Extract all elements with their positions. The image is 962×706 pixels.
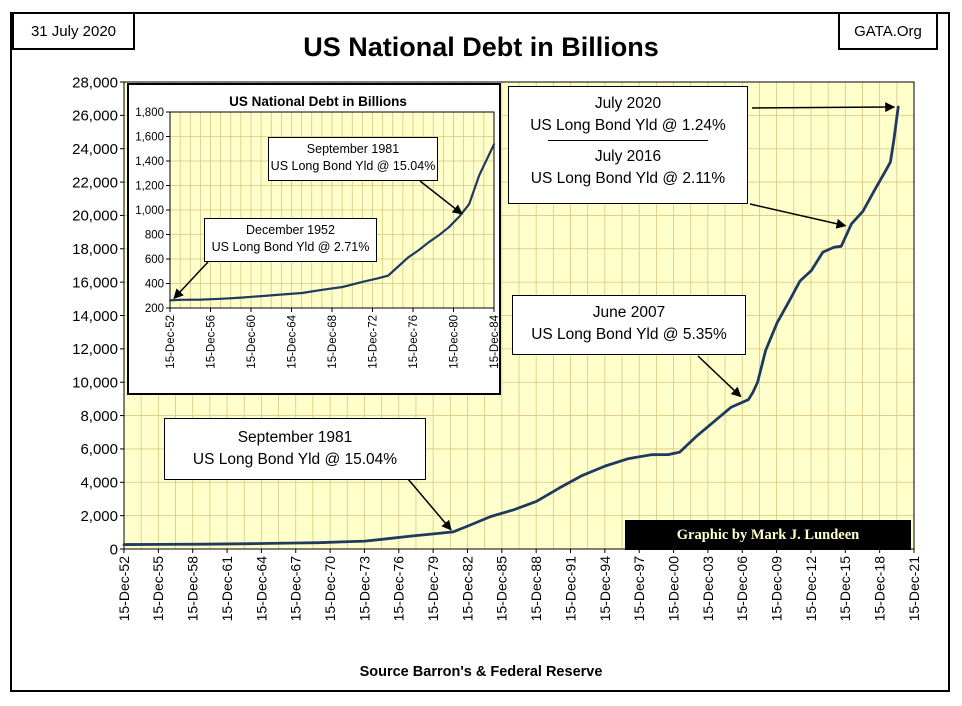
main-x-tick-label: 15-Dec-03	[700, 556, 716, 622]
annotation-date: September 1981	[306, 142, 400, 156]
inset-annotation-dec-1952: December 1952 US Long Bond Yld @ 2.71%	[204, 218, 377, 262]
inset-y-tick-label: 1,800	[135, 107, 164, 119]
main-x-tick-label: 15-Dec-18	[872, 556, 888, 622]
inset-annotation-sep-1981: September 1981 US Long Bond Yld @ 15.04%	[268, 137, 438, 181]
inset-plot-border	[169, 111, 495, 309]
annotation-divider	[548, 140, 708, 141]
main-y-tick-label: 6,000	[80, 441, 118, 458]
inset-x-tick-label: 15-Dec-84	[489, 314, 501, 368]
arrow-jul-2020	[751, 102, 896, 113]
main-y-tick-label: 28,000	[72, 74, 118, 91]
annotation-date: July 2020	[594, 95, 662, 112]
main-x-tick-label: 15-Dec-79	[425, 556, 441, 622]
source-label: Source Barron's & Federal Reserve	[359, 664, 603, 680]
main-x-tick-label: 15-Dec-76	[391, 556, 407, 622]
date-label: 31 July 2020	[12, 12, 135, 50]
arrow-inset-dec-1952	[173, 261, 209, 300]
main-x-tick-label: 15-Dec-85	[494, 556, 510, 622]
inset-series-line	[168, 143, 496, 302]
main-y-tick-label: 10,000	[72, 374, 118, 391]
main-y-tick-label: 24,000	[72, 141, 118, 158]
arrow-inset-sep-1981	[419, 180, 463, 215]
inset-x-tick-label: 15-Dec-72	[368, 315, 380, 369]
main-y-tick-label: 18,000	[72, 241, 118, 258]
annotation-yield: US Long Bond Yld @ 15.04%	[270, 159, 436, 173]
inset-y-tick-label: 200	[145, 303, 164, 315]
main-x-tick-label: 15-Dec-88	[528, 556, 544, 622]
main-y-tick-label: 4,000	[80, 475, 118, 492]
annotation-date: July 2016	[594, 148, 662, 165]
annotation-yield: US Long Bond Yld @ 2.71%	[211, 240, 370, 254]
main-x-tick-label: 15-Dec-61	[219, 556, 235, 622]
annotation-date: June 2007	[592, 304, 666, 321]
inset-x-tick-label: 15-Dec-68	[327, 315, 339, 369]
main-x-tick-label: 15-Dec-97	[631, 556, 647, 622]
site-label: GATA.Org	[838, 12, 938, 50]
main-x-tick-label: 15-Dec-67	[288, 556, 304, 622]
annotation-jul-2020-2016: July 2020 US Long Bond Yld @ 1.24% July …	[508, 86, 748, 204]
main-y-tick-label: 20,000	[72, 208, 118, 225]
main-plot-border	[123, 81, 915, 550]
main-y-tick-label: 12,000	[72, 341, 118, 358]
main-y-tick-label: 26,000	[72, 108, 118, 125]
main-x-tick-label: 15-Dec-64	[253, 556, 269, 622]
inset-x-tick-label: 15-Dec-80	[449, 315, 461, 369]
inset-x-tick-label: 15-Dec-52	[165, 315, 177, 369]
main-y-tick-label: 2,000	[80, 508, 118, 525]
main-x-tick-label: 15-Dec-21	[906, 556, 922, 622]
annotation-yield: US Long Bond Yld @ 5.35%	[531, 326, 727, 343]
annotation-jun-2007: June 2007 US Long Bond Yld @ 5.35%	[512, 295, 746, 355]
main-y-tick-label: 8,000	[80, 408, 118, 425]
inset-y-tick-label: 600	[145, 254, 164, 266]
chart-title: US National Debt in Billions	[303, 32, 659, 62]
main-series-line	[122, 105, 900, 546]
main-x-tick-label: 15-Dec-52	[116, 556, 132, 622]
inset-y-tick-label: 1,000	[135, 205, 164, 217]
annotation-sep-1981: September 1981 US Long Bond Yld @ 15.04%	[164, 418, 426, 480]
main-x-tick-label: 15-Dec-00	[665, 556, 681, 622]
main-x-tick-label: 15-Dec-58	[185, 556, 201, 622]
inset-y-tick-label: 1,400	[135, 156, 164, 168]
arrow-jun-2007	[697, 355, 742, 398]
annotation-date: December 1952	[246, 223, 335, 237]
main-x-tick-label: 15-Dec-55	[150, 556, 166, 622]
inset-y-tick-label: 800	[145, 230, 164, 242]
main-y-tick-label: 14,000	[72, 308, 118, 325]
annotation-yield: US Long Bond Yld @ 2.11%	[530, 170, 726, 187]
arrow-sep-1981	[407, 478, 452, 531]
main-x-tick-label: 15-Dec-06	[734, 556, 750, 622]
annotation-arrows	[173, 102, 896, 531]
main-y-tick-label: 22,000	[72, 174, 118, 191]
inset-x-tick-label: 15-Dec-56	[206, 315, 218, 369]
inset-title: US National Debt in Billions	[229, 94, 407, 109]
main-x-tick-label: 15-Dec-82	[459, 556, 475, 622]
annotation-yield: US Long Bond Yld @ 1.24%	[530, 117, 726, 134]
main-y-tick-label: 0	[110, 541, 118, 558]
main-x-tick-label: 15-Dec-09	[769, 556, 785, 622]
arrow-jul-2016	[749, 203, 847, 229]
main-x-tick-label: 15-Dec-91	[562, 556, 578, 622]
credit-label: Graphic by Mark J. Lundeen	[625, 520, 911, 550]
main-y-tick-label: 16,000	[72, 274, 118, 291]
inset-y-tick-label: 1,200	[135, 181, 164, 193]
main-x-tick-label: 15-Dec-12	[803, 556, 819, 622]
main-x-tick-label: 15-Dec-94	[597, 556, 613, 622]
inset-y-tick-label: 400	[145, 279, 164, 291]
main-x-tick-label: 15-Dec-70	[322, 556, 338, 622]
main-x-tick-label: 15-Dec-15	[837, 556, 853, 622]
annotation-yield: US Long Bond Yld @ 15.04%	[192, 451, 398, 468]
inset-x-tick-label: 15-Dec-60	[246, 315, 258, 369]
inset-x-tick-label: 15-Dec-76	[408, 315, 420, 369]
annotation-date: September 1981	[237, 429, 353, 446]
main-x-tick-label: 15-Dec-73	[356, 556, 372, 622]
inset-x-tick-label: 15-Dec-64	[287, 314, 299, 368]
inset-y-tick-label: 1,600	[135, 132, 164, 144]
